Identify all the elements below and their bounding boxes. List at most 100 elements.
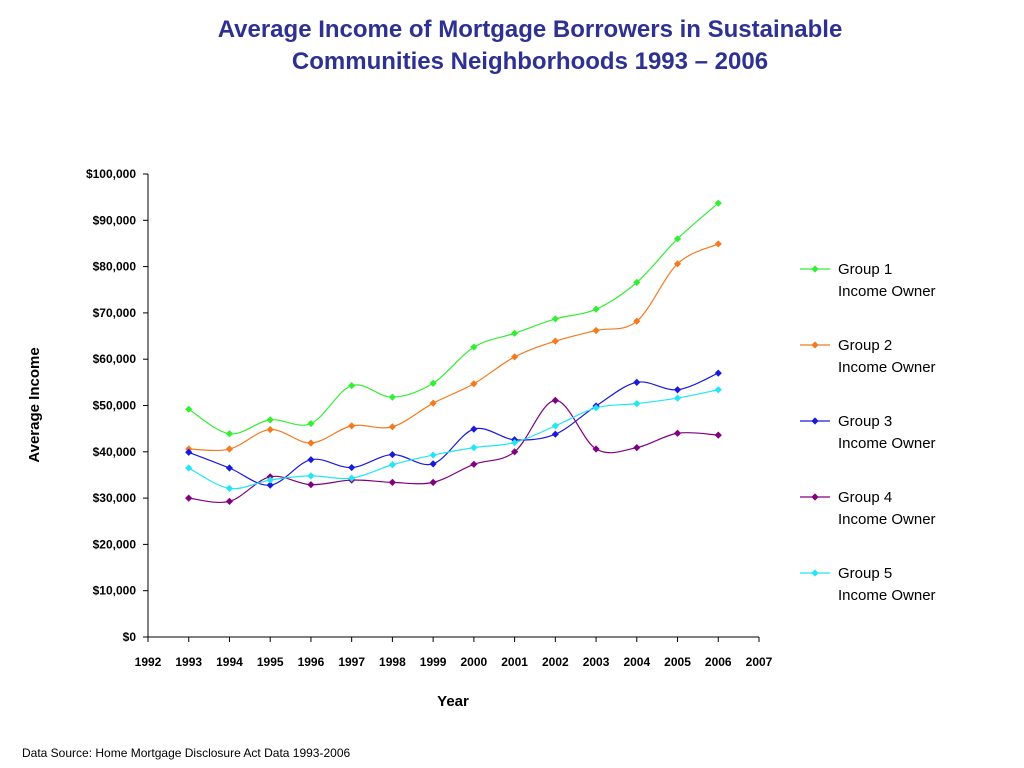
series-3-point xyxy=(673,386,682,394)
x-tick-label: 1998 xyxy=(379,655,406,669)
series-3-point xyxy=(388,450,396,459)
series-3-point xyxy=(429,460,437,468)
legend-4-label-line-2: Income Owner xyxy=(838,511,936,528)
series-3-point xyxy=(551,430,559,438)
series-4-point xyxy=(185,494,193,502)
chart-title-line-1: Average Income of Mortgage Borrowers in … xyxy=(217,16,843,43)
x-tick-label: 2003 xyxy=(583,655,610,669)
y-tick-label: $0 xyxy=(123,630,137,644)
series-5-point xyxy=(592,404,600,412)
series-4-point xyxy=(511,448,519,456)
series-4-point xyxy=(592,445,600,453)
series-1-point xyxy=(714,199,722,207)
series-5-point xyxy=(185,464,193,472)
series-5-point xyxy=(714,386,722,394)
x-tick-label: 1997 xyxy=(338,655,365,669)
series-3-point xyxy=(470,425,478,433)
y-tick-label: $100,000 xyxy=(86,167,136,181)
x-tick-label: 1994 xyxy=(216,655,243,669)
series-4-point xyxy=(429,478,437,486)
series-1-point xyxy=(225,430,234,438)
y-axis-title: Average Income xyxy=(26,347,43,462)
legend-5-label-line-1: Group 5 xyxy=(838,565,892,582)
data-source-note: Data Source: Home Mortgage Disclosure Ac… xyxy=(22,746,351,760)
chart-title: Average Income of Mortgage Borrowers in … xyxy=(0,14,1024,78)
series-4-point xyxy=(225,497,234,505)
series-1-point xyxy=(511,329,519,337)
series-5-point xyxy=(551,422,559,430)
series-5-point xyxy=(388,461,396,469)
series-5-point xyxy=(470,444,478,452)
series-5-point xyxy=(266,476,274,484)
series-4-point xyxy=(633,444,641,452)
series-1-point xyxy=(266,416,274,424)
series-4-point xyxy=(307,481,315,489)
series-2-point xyxy=(673,260,682,268)
series-2-point xyxy=(348,422,356,430)
series-1-point xyxy=(388,393,396,401)
series-1-point xyxy=(429,379,437,387)
series-4-point xyxy=(388,478,396,486)
series-3-point xyxy=(348,463,356,472)
line-chart: $0 $10,000 $20,000 $30,000 $40,000 $50,000 $60… xyxy=(26,167,936,710)
x-tick-label: 2007 xyxy=(746,655,773,669)
x-tick-label: 2004 xyxy=(623,655,650,669)
legend-3-marker xyxy=(811,417,819,425)
series-5-point xyxy=(511,438,519,447)
legend-5-label-line-2: Income Owner xyxy=(838,587,936,604)
series-1-point xyxy=(673,235,682,243)
x-tick-label: 2006 xyxy=(705,655,732,669)
series-3-point xyxy=(307,456,315,464)
legend-1-label-line-1: Group 1 xyxy=(838,261,892,278)
legend-2-marker xyxy=(811,341,819,349)
series-2-point xyxy=(714,240,722,248)
y-tick-label: $10,000 xyxy=(93,584,137,598)
x-tick-label: 1999 xyxy=(420,655,447,669)
x-tick-label: 2005 xyxy=(664,655,691,669)
x-tick-label: 1993 xyxy=(175,655,202,669)
series-2-point xyxy=(511,353,519,361)
series-4-point xyxy=(551,396,559,405)
series-1-point xyxy=(348,381,356,390)
legend-4-marker xyxy=(811,493,819,501)
y-tick-label: $70,000 xyxy=(93,306,137,320)
series-2-point xyxy=(307,439,315,447)
series-5-point xyxy=(225,484,234,492)
series-2-point xyxy=(225,445,234,453)
chart-title-line-2: Communities Neighborhoods 1993 – 2006 xyxy=(291,48,769,75)
series-3-point xyxy=(185,448,193,456)
series-2-point xyxy=(266,425,274,434)
y-tick-label: $30,000 xyxy=(93,491,137,505)
x-axis-title: Year xyxy=(437,693,469,710)
series-3-point xyxy=(633,378,641,386)
x-tick-label: 2000 xyxy=(461,655,488,669)
x-tick-label: 1995 xyxy=(257,655,284,669)
x-tick-label: 2002 xyxy=(542,655,569,669)
legend-3-label-line-1: Group 3 xyxy=(838,413,892,430)
series-2-point xyxy=(470,380,478,388)
legend-3-label-line-2: Income Owner xyxy=(838,435,936,452)
y-tick-label: $80,000 xyxy=(93,260,137,274)
series-5-point xyxy=(673,394,682,402)
series-3-point xyxy=(225,464,234,472)
series-3-point xyxy=(714,369,722,377)
series-1-point xyxy=(470,343,478,351)
series-2-point xyxy=(551,337,559,345)
legend-2-label-line-1: Group 2 xyxy=(838,337,892,354)
x-tick-label: 1996 xyxy=(298,655,325,669)
series-2-point xyxy=(388,423,396,431)
series-1-point xyxy=(185,405,193,413)
series-2-point xyxy=(429,399,437,407)
series-1-point xyxy=(551,315,559,323)
series-1-point xyxy=(307,419,315,428)
series-5-point xyxy=(307,472,315,480)
x-tick-label: 1992 xyxy=(135,655,162,669)
series-3-line xyxy=(188,372,719,486)
series-5-point xyxy=(348,474,356,482)
series-5-line xyxy=(188,389,719,490)
series-2-point xyxy=(633,317,641,325)
series-3-point xyxy=(266,481,274,489)
legend-2-label-line-2: Income Owner xyxy=(838,359,936,376)
series-5-point xyxy=(429,451,437,459)
legend-5-marker xyxy=(811,569,819,577)
